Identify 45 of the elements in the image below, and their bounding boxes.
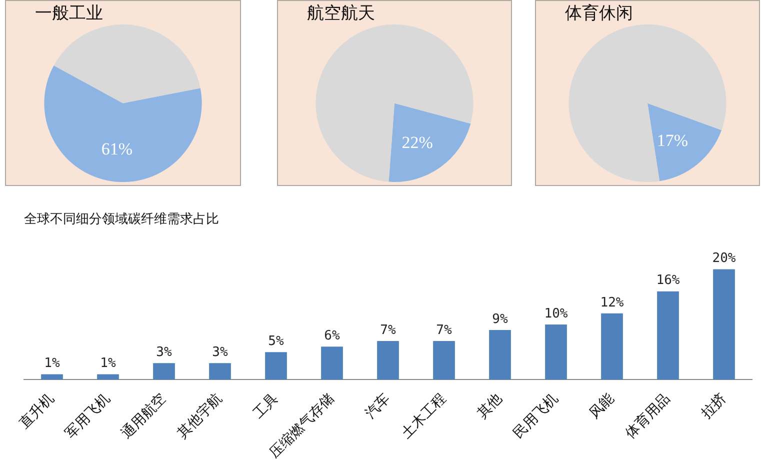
x-tick-label: 军用飞机	[62, 390, 114, 442]
bar	[321, 346, 343, 380]
x-tick-label: 风能	[586, 390, 618, 422]
bar	[377, 341, 399, 380]
bar	[601, 313, 623, 380]
x-tick-label: 民用飞机	[510, 390, 562, 442]
data-label: 3%	[212, 345, 228, 360]
chart-title: 航空航天	[307, 4, 375, 24]
data-label: 5%	[268, 334, 284, 349]
data-label: 12%	[600, 295, 624, 310]
bar	[489, 330, 511, 380]
data-label: 22%	[402, 132, 433, 152]
data-label: 6%	[324, 328, 340, 344]
data-label: 7%	[436, 322, 452, 338]
chart-title: 体育休闲	[565, 4, 633, 24]
data-label: 1%	[44, 356, 60, 372]
data-label: 20%	[712, 251, 736, 266]
data-label: 17%	[656, 131, 688, 150]
data-label: 1%	[100, 356, 116, 372]
data-label: 3%	[156, 345, 172, 360]
data-label: 10%	[544, 306, 568, 322]
x-tick-label: 工具	[250, 390, 282, 422]
bar	[153, 363, 175, 380]
bar	[433, 341, 455, 380]
data-label: 7%	[380, 322, 396, 338]
bar	[265, 352, 287, 380]
bar	[657, 291, 679, 380]
chart-title: 全球不同细分领域碳纤维需求占比	[24, 212, 219, 228]
chart-title: 一般工业	[35, 4, 103, 24]
data-label: 9%	[492, 312, 508, 327]
data-label: 16%	[656, 273, 680, 288]
data-label: 61%	[101, 140, 133, 159]
x-tick-label: 汽车	[362, 390, 394, 422]
bar	[41, 374, 63, 380]
bar	[209, 363, 231, 380]
x-tick-label: 土木工程	[398, 390, 450, 442]
x-tick-label: 其他	[474, 390, 506, 422]
bar	[713, 269, 735, 380]
bar	[97, 374, 119, 380]
x-tick-label: 其他宇航	[174, 390, 226, 442]
x-tick-label: 拉挤	[698, 390, 730, 422]
x-tick-label: 直升机	[16, 390, 58, 432]
bar	[545, 324, 567, 380]
x-tick-label: 体育用品	[622, 390, 674, 442]
x-tick-label: 通用航空	[118, 390, 170, 442]
